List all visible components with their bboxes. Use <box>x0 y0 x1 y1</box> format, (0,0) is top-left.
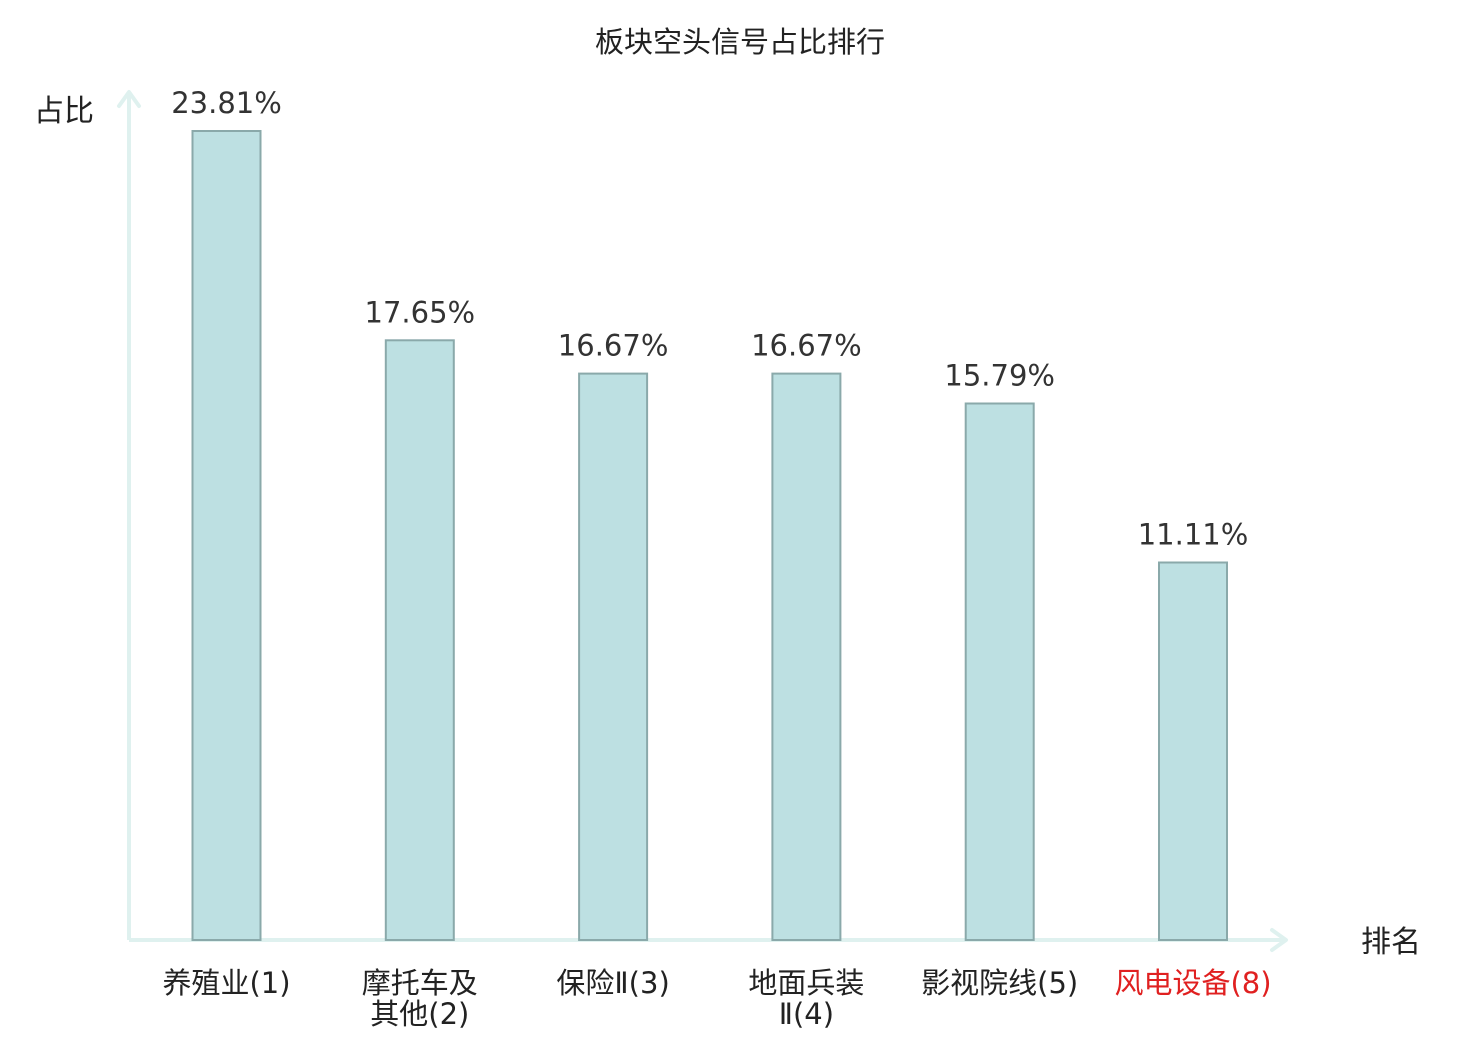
bar <box>964 402 1035 941</box>
category-label: 养殖业(1) <box>162 966 290 1000</box>
bar <box>578 372 649 942</box>
category-label: 其他(2) <box>370 997 469 1031</box>
category-label: 影视院线(5) <box>921 966 1078 1000</box>
value-label: 17.65% <box>365 295 476 329</box>
bars-layer <box>191 130 1228 942</box>
category-label: 地面兵装 <box>748 966 864 1000</box>
y-axis-arrow <box>117 90 141 108</box>
bar <box>1158 561 1228 941</box>
category-label: 风电设备(8) <box>1114 966 1271 1000</box>
category-label: 保险Ⅱ(3) <box>556 966 669 1000</box>
value-label: 16.67% <box>558 329 669 363</box>
value-label: 15.79% <box>944 359 1055 393</box>
category-label: Ⅱ(4) <box>779 997 834 1031</box>
x-axis-arrow <box>1270 928 1288 952</box>
bar <box>384 339 455 941</box>
category-label: 摩托车及 <box>362 966 478 1000</box>
x-axis-label: 排名 <box>1361 925 1421 960</box>
value-label: 16.67% <box>751 329 862 363</box>
y-axis-label: 占比 <box>34 94 94 129</box>
bar <box>771 372 842 942</box>
chart-title: 板块空头信号占比排行 <box>595 25 885 59</box>
value-label: 23.81% <box>171 86 282 120</box>
value-labels-layer: 23.81% 17.65% 16.67% 16.67% 15.79% 11.11% <box>171 86 1248 552</box>
bar <box>191 130 262 941</box>
value-label: 11.11% <box>1138 518 1249 552</box>
